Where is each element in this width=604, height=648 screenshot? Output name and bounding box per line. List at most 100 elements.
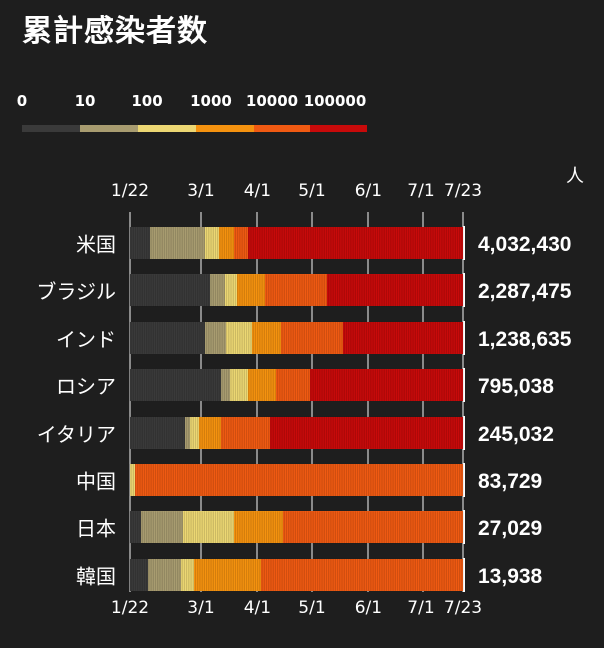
x-tick-bottom-6-1: 6/1 [354, 598, 383, 618]
bar-end-marker-3 [463, 368, 465, 403]
bar-segment-1-2 [224, 274, 238, 307]
legend-label-100000: 100000 [303, 92, 367, 110]
bar-segment-5-4 [135, 464, 463, 496]
total-label: 4,032,430 [478, 233, 572, 256]
gridline-3-1 [199, 212, 202, 592]
bar-segment-6-0 [130, 511, 141, 544]
total-label: 1,238,635 [478, 327, 572, 351]
total-label: 2,287,475 [478, 280, 572, 304]
bar-segment-1-0 [130, 274, 211, 307]
legend-label-10: 10 [74, 92, 96, 110]
bar-segment-3-4 [275, 369, 311, 402]
legend-swatch-2 [138, 125, 196, 132]
gridline-6-1 [367, 212, 370, 592]
total-label: 245,032 [478, 422, 554, 446]
country-label: インド [56, 327, 116, 352]
bar-segment-0-3 [219, 227, 234, 259]
bar-segment-4-5 [270, 416, 463, 449]
bar-segment-1-5 [326, 274, 463, 307]
country-label: 中国 [76, 469, 116, 494]
unit-label: 人 [566, 166, 584, 187]
bar-segment-4-0 [130, 416, 185, 449]
x-tick-top-7-1: 7/1 [407, 181, 435, 201]
legend-swatch-1 [80, 125, 138, 132]
total-label: 83,729 [478, 470, 543, 493]
bar-end-marker-1 [463, 273, 465, 308]
bar-segment-4-1 [184, 416, 191, 449]
bar-segment-7-0 [130, 558, 149, 591]
bar-segment-1-1 [210, 274, 225, 307]
x-tick-bottom-7-23: 7/23 [443, 598, 483, 618]
legend-swatch-3 [196, 125, 254, 132]
x-tick-top-5-1: 5/1 [298, 181, 326, 201]
x-tick-top-4-1: 4/1 [243, 181, 272, 201]
bar-segment-0-4 [233, 227, 249, 259]
legend-swatch-4 [254, 125, 310, 132]
bar-segment-2-5 [342, 321, 463, 354]
total-label: 795,038 [478, 375, 554, 399]
country-label: ロシア [56, 374, 116, 399]
legend-swatch-0 [22, 125, 80, 132]
bar-segment-2-3 [251, 321, 282, 354]
bar-segment-2-2 [226, 321, 252, 354]
bar-segment-4-2 [190, 416, 200, 449]
bar-segment-6-2 [182, 511, 234, 544]
bar-segment-0-0 [130, 227, 151, 259]
x-tick-top-1-22: 1/22 [110, 181, 150, 201]
gridline-5-1 [310, 212, 313, 592]
country-label: 韓国 [76, 564, 116, 589]
bar-segment-0-2 [204, 227, 220, 259]
x-tick-top-3-1: 3/1 [187, 181, 215, 201]
bar-segment-2-4 [281, 321, 343, 354]
bar-end-marker-7 [463, 557, 465, 592]
country-label: イタリア [36, 422, 116, 447]
bar-segment-0-1 [150, 227, 205, 259]
bar-segment-3-3 [248, 369, 276, 402]
legend-swatch-5 [310, 125, 367, 132]
country-label: 日本 [76, 516, 116, 541]
bar-segment-2-0 [130, 321, 205, 354]
bar-end-marker-5 [463, 463, 465, 497]
bar-segment-7-3 [193, 558, 261, 591]
country-label: ブラジル [36, 279, 116, 304]
x-tick-bottom-5-1: 5/1 [298, 598, 326, 618]
bar-end-marker-0 [463, 226, 465, 260]
legend-label-10000: 10000 [245, 92, 299, 110]
bar-segment-3-2 [230, 369, 249, 402]
bar-segment-2-1 [204, 321, 227, 354]
x-tick-top-6-1: 6/1 [354, 181, 383, 201]
bar-segment-5-2 [130, 464, 136, 496]
bar-segment-7-2 [180, 558, 194, 591]
bar-segment-3-5 [310, 369, 463, 402]
x-tick-bottom-4-1: 4/1 [243, 598, 272, 618]
bar-segment-6-3 [233, 511, 283, 544]
bar-end-marker-4 [463, 415, 465, 450]
bar-segment-7-4 [261, 558, 463, 591]
bar-segment-1-4 [264, 274, 327, 307]
gridline-1-22 [129, 212, 131, 592]
gridline-7-1 [421, 212, 424, 592]
legend-label-0: 0 [16, 92, 28, 110]
bar-segment-3-0 [130, 369, 221, 402]
bar-end-marker-6 [463, 510, 465, 545]
x-tick-top-7-23: 7/23 [443, 181, 483, 201]
legend-label-1000: 1000 [190, 92, 232, 110]
chart-title: 累計感染者数 [22, 14, 208, 49]
gridline-4-1 [256, 212, 259, 592]
bar-segment-0-5 [248, 227, 463, 259]
x-tick-bottom-1-22: 1/22 [110, 598, 150, 618]
bar-segment-6-1 [140, 511, 183, 544]
bar-end-marker-2 [463, 320, 465, 355]
total-label: 27,029 [478, 517, 543, 541]
country-label: 米国 [76, 232, 116, 257]
total-label: 13,938 [478, 564, 543, 588]
bar-segment-3-1 [220, 369, 231, 402]
x-tick-bottom-3-1: 3/1 [187, 598, 215, 618]
legend-label-100: 100 [131, 92, 163, 110]
x-tick-bottom-7-1: 7/1 [407, 598, 435, 618]
bar-segment-4-4 [220, 416, 271, 449]
bar-segment-7-1 [148, 558, 181, 591]
bar-segment-6-4 [282, 511, 463, 544]
bar-segment-4-3 [199, 416, 221, 449]
bar-segment-1-3 [237, 274, 265, 307]
